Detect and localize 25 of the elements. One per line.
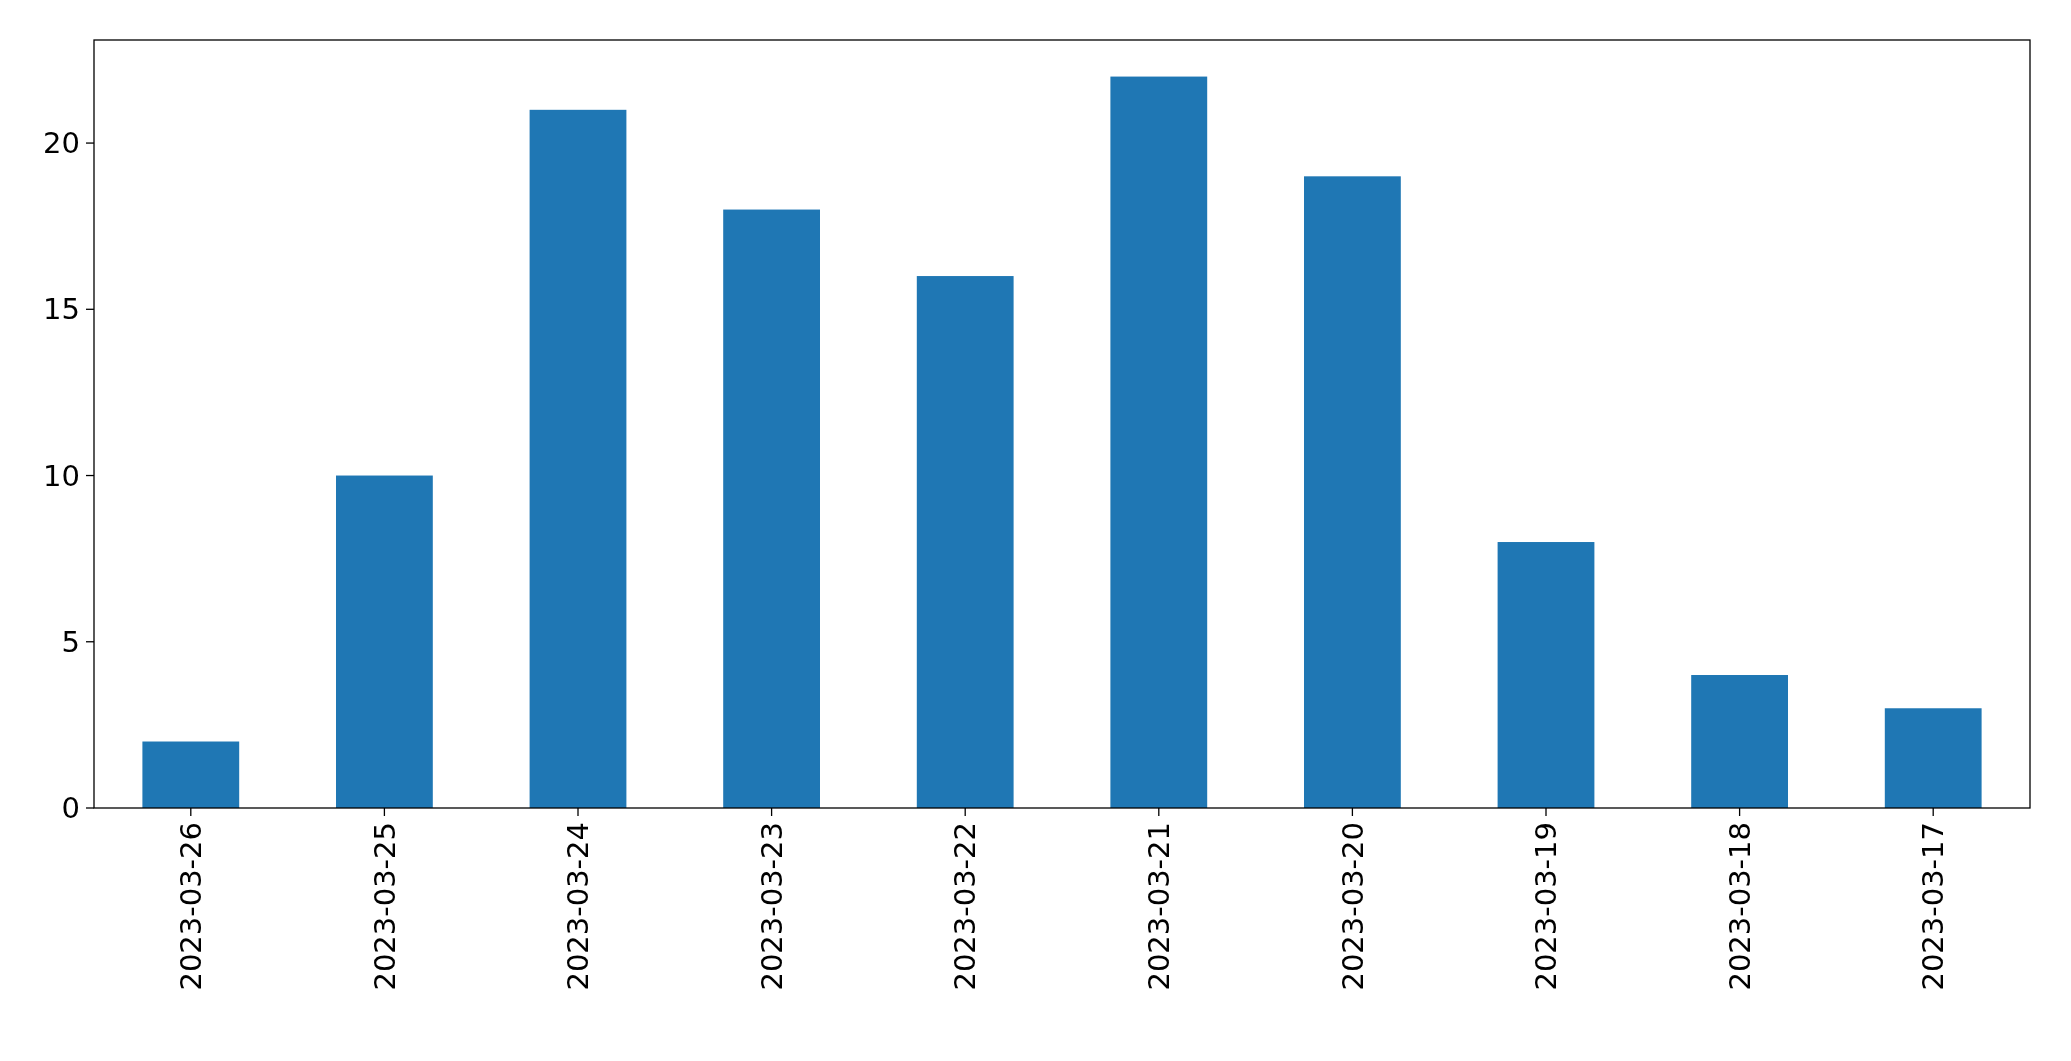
bar bbox=[1497, 542, 1595, 808]
bar bbox=[142, 741, 240, 808]
bar bbox=[1304, 176, 1401, 808]
x-tick-label: 2023-03-17 bbox=[1916, 822, 1951, 991]
x-tick-label: 2023-03-22 bbox=[948, 822, 983, 991]
x-tick-label: 2023-03-23 bbox=[754, 822, 789, 991]
bar bbox=[1691, 675, 1788, 808]
bar bbox=[529, 109, 627, 808]
bar bbox=[723, 209, 820, 808]
y-tick-label: 15 bbox=[43, 292, 80, 327]
x-tick-label: 2023-03-20 bbox=[1335, 822, 1370, 991]
bar bbox=[336, 475, 433, 808]
x-tick-label: 2023-03-18 bbox=[1722, 822, 1757, 991]
y-tick-label: 0 bbox=[61, 791, 80, 826]
x-tick-label: 2023-03-26 bbox=[173, 822, 208, 991]
x-tick-label: 2023-03-25 bbox=[367, 822, 402, 991]
x-tick-label: 2023-03-21 bbox=[1141, 822, 1176, 991]
y-tick-label: 10 bbox=[43, 458, 80, 493]
y-tick-label: 20 bbox=[43, 126, 80, 161]
x-tick-label: 2023-03-19 bbox=[1529, 822, 1564, 991]
x-tick-label: 2023-03-24 bbox=[561, 822, 596, 991]
bar bbox=[1110, 76, 1208, 808]
bar bbox=[916, 276, 1014, 808]
y-tick-label: 5 bbox=[61, 624, 80, 659]
bar bbox=[1884, 708, 1982, 808]
